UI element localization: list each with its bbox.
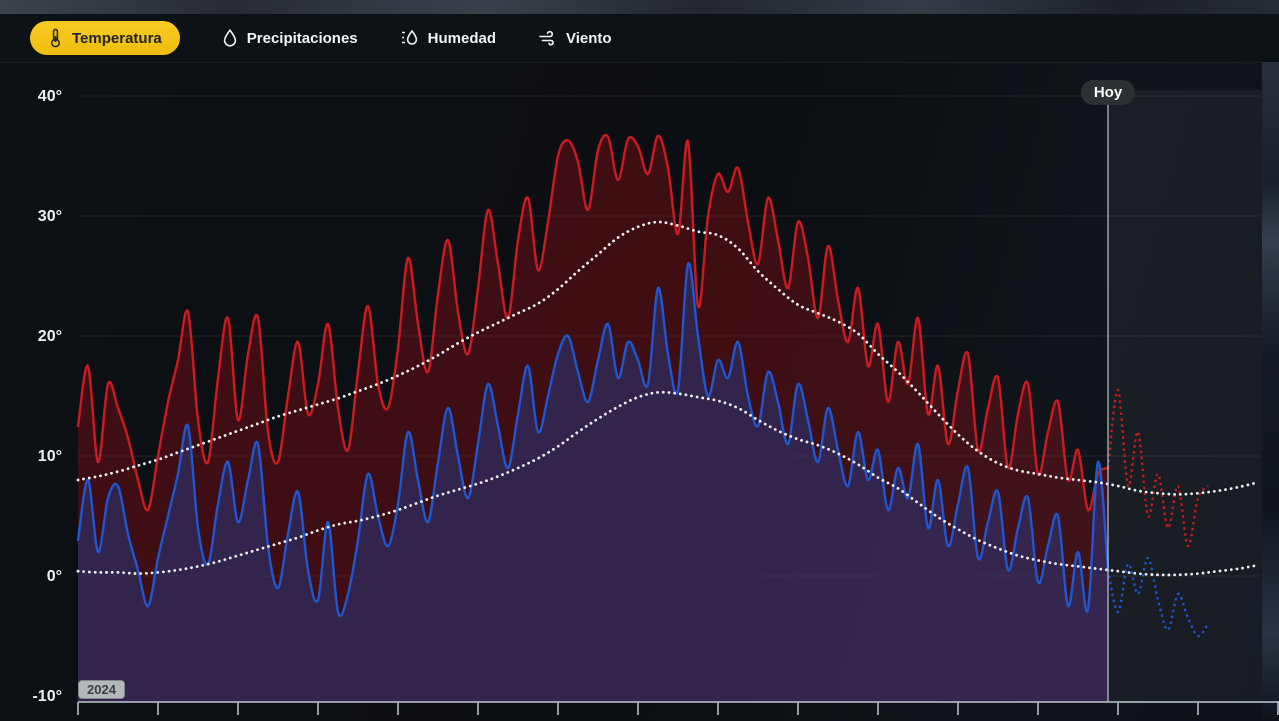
- y-axis-label: 20°: [38, 328, 62, 345]
- chart-panel: [0, 62, 1279, 721]
- humidity-icon: [400, 29, 419, 47]
- media-climatica-minima-line: [76, 390, 1260, 577]
- temperatura-maxima-diaria-area: [78, 135, 1108, 703]
- tab-label: Temperatura: [72, 29, 162, 47]
- y-axis-label: 10°: [38, 448, 62, 465]
- temperatura-minima-diaria-line: [76, 262, 1110, 618]
- tab-humedad[interactable]: Humedad: [400, 29, 496, 47]
- tab-bar: Temperatura Precipitaciones Humedad: [0, 14, 1279, 62]
- wind-icon: [538, 30, 557, 46]
- y-axis-label: 30°: [38, 208, 62, 225]
- thermometer-icon: [48, 28, 63, 48]
- y-axis-label: 0°: [47, 568, 62, 585]
- forecast-shade-region: [1108, 90, 1262, 702]
- y-axis-label: 40°: [38, 88, 62, 105]
- raindrop-icon: [222, 29, 238, 47]
- tab-viento[interactable]: Viento: [538, 30, 612, 47]
- temperatura-minima-diaria-area: [78, 263, 1108, 702]
- y-axis-label: -10°: [32, 688, 62, 705]
- year-badge: 2024: [78, 680, 125, 699]
- tab-label: Precipitaciones: [246, 29, 358, 47]
- tab-label: Viento: [566, 29, 612, 47]
- tab-temperatura[interactable]: Temperatura: [30, 21, 180, 55]
- tab-precipitaciones[interactable]: Precipitaciones: [222, 29, 358, 47]
- tab-label: Humedad: [427, 29, 496, 47]
- background-photo-strip: [0, 0, 1279, 14]
- temperatura-maxima-diaria-line: [76, 133, 1110, 512]
- today-badge: Hoy: [1080, 80, 1136, 105]
